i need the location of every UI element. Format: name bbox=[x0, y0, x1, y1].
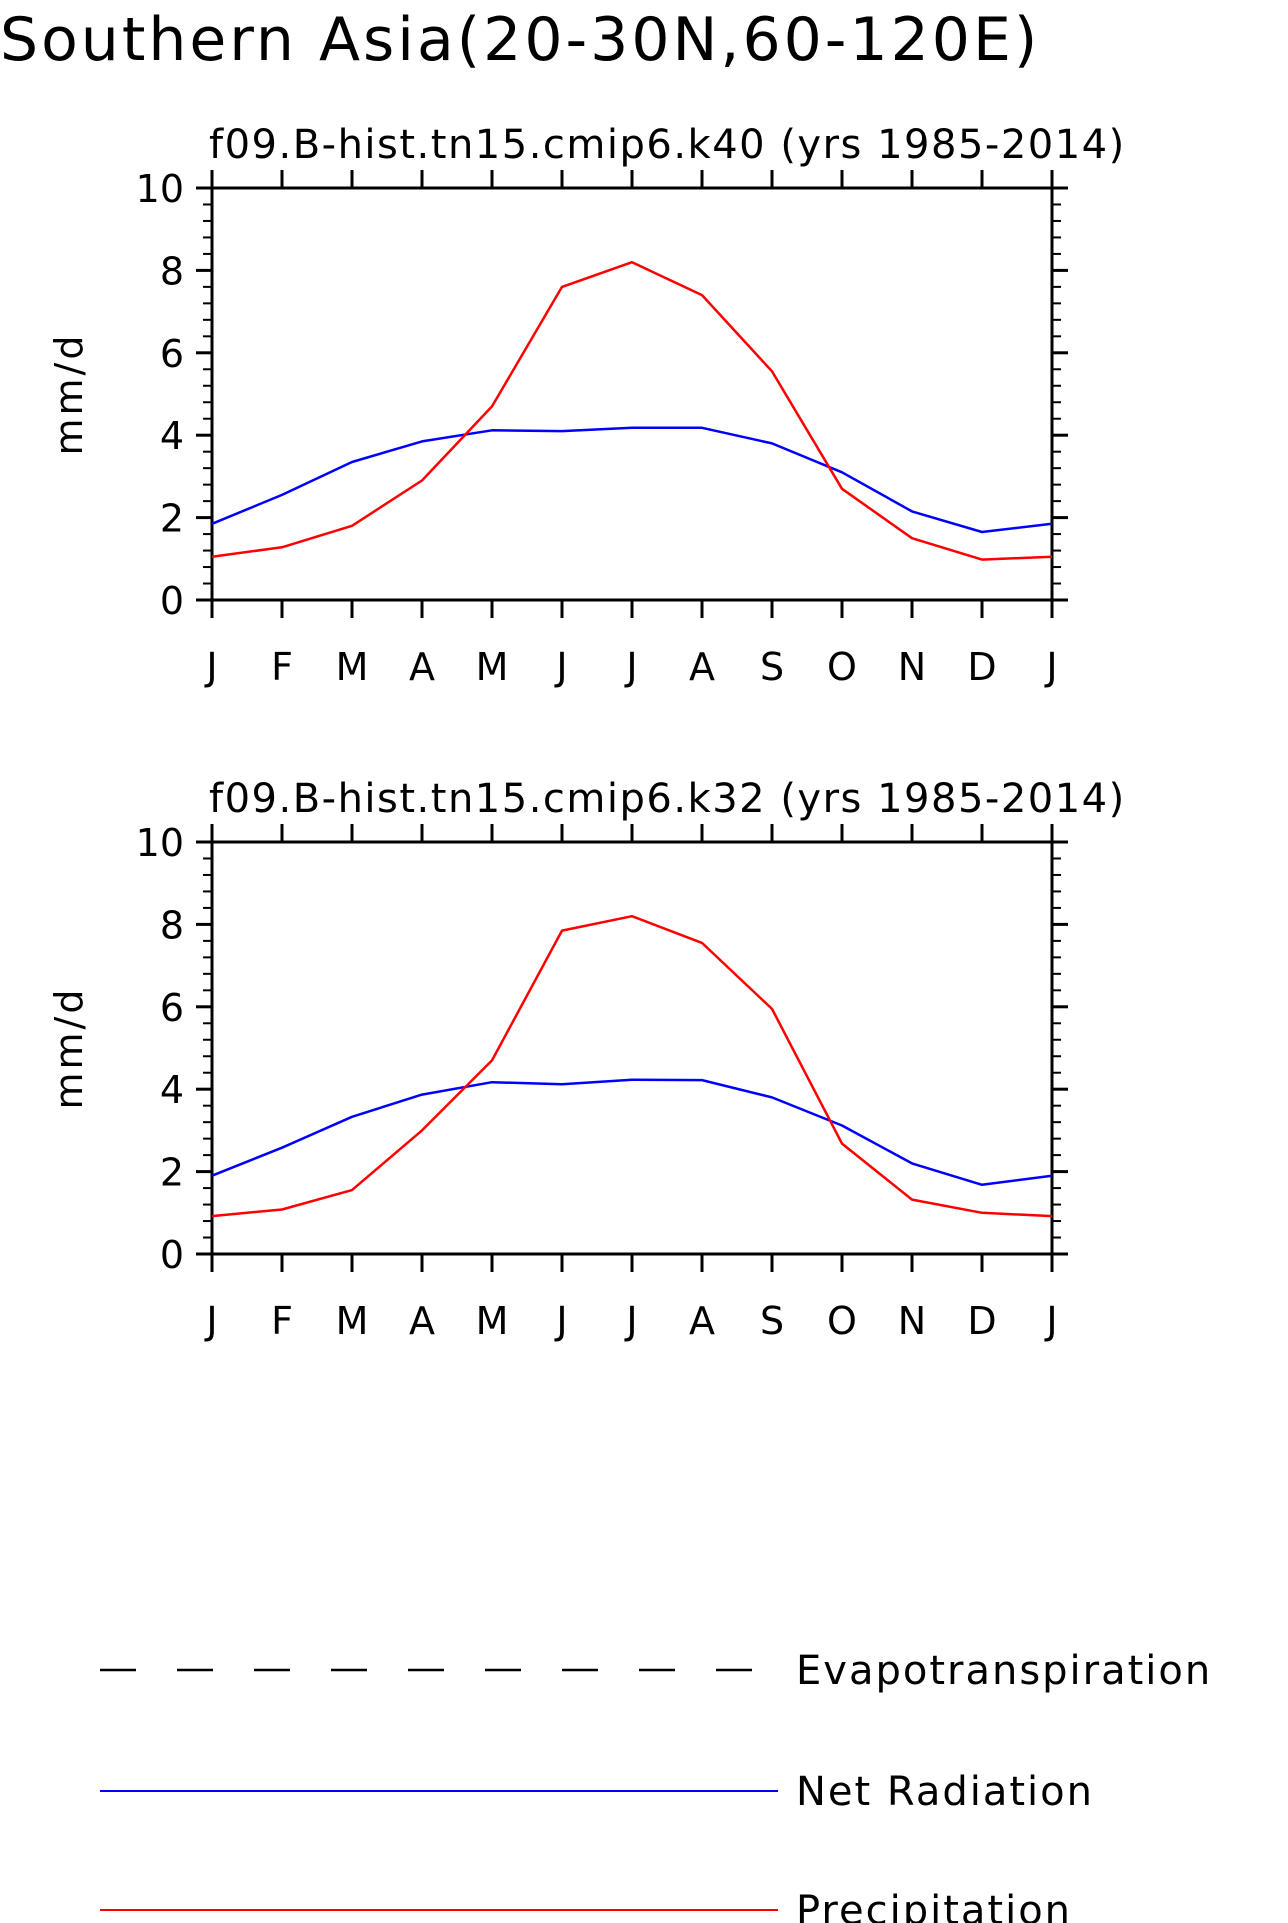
y-tick-label: 4 bbox=[160, 1068, 184, 1112]
chart-title: f09.B-hist.tn15.cmip6.k32 (yrs 1985-2014… bbox=[209, 776, 1126, 822]
plot-frame bbox=[210, 840, 1054, 1256]
x-tick-label: S bbox=[760, 645, 784, 689]
y-axis-label: mm/d bbox=[47, 333, 91, 456]
series-line-precipitation bbox=[211, 914, 1053, 1218]
x-tick-label: M bbox=[336, 1299, 369, 1343]
chart-panels: f09.B-hist.tn15.cmip6.k40 (yrs 1985-2014… bbox=[47, 122, 1126, 1343]
x-tick-label: J bbox=[204, 1299, 217, 1343]
x-tick-label: J bbox=[1044, 645, 1057, 689]
x-tick-label: N bbox=[898, 1299, 926, 1343]
y-tick-label: 8 bbox=[160, 903, 184, 947]
y-axis-label: mm/d bbox=[47, 987, 91, 1110]
y-tick-label: 2 bbox=[160, 497, 184, 541]
x-tick-label: J bbox=[1044, 1299, 1057, 1343]
x-tick-label: F bbox=[271, 1299, 293, 1343]
x-tick-label: A bbox=[409, 645, 435, 689]
chart-title: f09.B-hist.tn15.cmip6.k40 (yrs 1985-2014… bbox=[209, 122, 1126, 168]
chart-panel-1: f09.B-hist.tn15.cmip6.k40 (yrs 1985-2014… bbox=[47, 122, 1126, 689]
x-tick-label: M bbox=[476, 645, 509, 689]
x-tick-label: N bbox=[898, 645, 926, 689]
y-tick-label: 0 bbox=[160, 1233, 184, 1277]
y-tick-label: 6 bbox=[160, 986, 184, 1030]
x-tick-label: D bbox=[967, 1299, 996, 1343]
x-tick-label: F bbox=[271, 645, 293, 689]
x-tick-label: J bbox=[204, 645, 217, 689]
x-tick-label: A bbox=[689, 645, 715, 689]
legend-label: Precipitation bbox=[796, 1888, 1072, 1923]
legend-label: Net Radiation bbox=[796, 1769, 1094, 1815]
y-tick-label: 8 bbox=[160, 249, 184, 293]
y-tick-label: 6 bbox=[160, 332, 184, 376]
figure-title: Southern Asia(20-30N,60-120E) bbox=[0, 5, 1040, 75]
series-line-precipitation bbox=[211, 260, 1053, 561]
x-tick-label: J bbox=[624, 645, 637, 689]
y-tick-label: 10 bbox=[136, 821, 184, 865]
y-tick-label: 2 bbox=[160, 1151, 184, 1195]
x-tick-label: J bbox=[624, 1299, 637, 1343]
x-tick-label: A bbox=[689, 1299, 715, 1343]
x-tick-label: O bbox=[827, 1299, 857, 1343]
x-tick-label: M bbox=[476, 1299, 509, 1343]
y-tick-label: 0 bbox=[160, 579, 184, 623]
y-tick-label: 10 bbox=[136, 167, 184, 211]
x-tick-label: A bbox=[409, 1299, 435, 1343]
chart-panel-2: f09.B-hist.tn15.cmip6.k32 (yrs 1985-2014… bbox=[47, 776, 1126, 1343]
plot-frame bbox=[210, 186, 1054, 602]
x-tick-label: D bbox=[967, 645, 996, 689]
x-tick-label: O bbox=[827, 645, 857, 689]
series-line-net-radiation bbox=[211, 426, 1053, 534]
y-tick-label: 4 bbox=[160, 414, 184, 458]
x-tick-label: J bbox=[554, 645, 567, 689]
series-line-net-radiation bbox=[211, 1078, 1053, 1187]
x-tick-label: S bbox=[760, 1299, 784, 1343]
legend: Evapotranspiration Net Radiation Precipita… bbox=[100, 1648, 1212, 1923]
x-tick-label: M bbox=[336, 645, 369, 689]
x-tick-label: J bbox=[554, 1299, 567, 1343]
legend-label: Evapotranspiration bbox=[796, 1648, 1212, 1694]
